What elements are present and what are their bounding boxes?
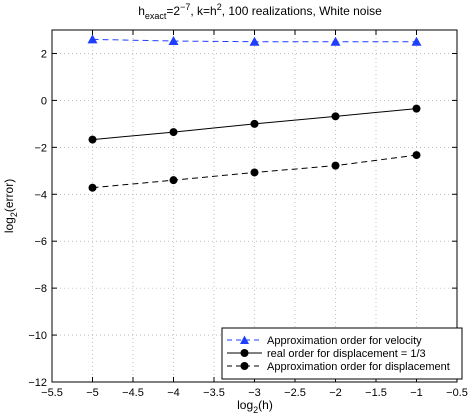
data-point-real-order [412,104,421,113]
x-tick-label: −4 [167,387,180,399]
x-tick-label: −5.5 [41,387,63,399]
legend-label-real: real order for displacement = 1/3 [267,348,426,360]
y-tick-label: −6 [34,236,47,248]
data-point-real-order [88,135,97,144]
data-point-displacement [250,168,259,177]
data-point-displacement [169,176,178,185]
data-point-velocity [249,36,260,46]
title-h-sub: exact [145,11,167,21]
data-point-velocity [411,36,422,46]
y-tick-label: −8 [34,283,47,295]
title-h: h [138,4,145,18]
x-tick-label: −2.5 [284,387,306,399]
legend-label-velocity: Approximation order for velocity [267,335,422,347]
data-point-displacement [331,161,340,170]
legend-marker-real [240,349,249,357]
legend-label-displacement: Approximation order for displacement [267,361,450,373]
x-tick-label: −4.5 [122,387,144,399]
y-label-rest: (error) [2,179,16,212]
y-axis-ticks: −12 −10 −8 −6 −4 −2 0 2 [28,48,457,389]
y-label-sub: 2 [9,212,19,217]
title-k-exp: 2 [217,2,222,12]
x-axis-ticks: −5.5 −5 −4.5 −4 −3.5 −3 −2.5 −2 −1.5 −1 −0.5 [41,30,468,399]
data-point-displacement [412,151,421,160]
x-tick-label: −1.5 [365,387,387,399]
x-label-sub: 2 [253,405,258,415]
y-tick-label: −2 [34,142,47,154]
title-h-exp: −7 [180,2,190,12]
x-tick-label: −3.5 [203,387,225,399]
x-tick-label: −2 [329,387,342,399]
legend-marker-displacement [240,362,249,370]
y-tick-label: 2 [41,48,47,60]
legend-marker-velocity [240,335,249,344]
title-h-eq: =2 [166,4,180,18]
x-axis-label: log2(h) [237,398,273,415]
x-tick-label: −5 [86,387,99,399]
data-point-displacement [88,183,97,192]
y-label-main: log [2,217,16,233]
data-point-real-order [250,119,259,128]
title-k: , k=h [190,4,216,18]
chart-title: hexact=2−7, k=h2, 100 realizations, Whit… [138,2,382,21]
data-point-velocity [330,36,341,46]
x-tick-label: −0.5 [446,387,468,399]
data-point-real-order [331,112,340,121]
series-group [87,34,422,192]
title-rest: , 100 realizations, White noise [222,4,382,18]
data-point-real-order [169,128,178,137]
x-tick-label: −1 [410,387,423,399]
y-tick-label: −12 [28,377,47,389]
x-label-rest: (h) [258,398,273,412]
y-tick-label: −4 [34,189,47,201]
x-tick-label: −3 [248,387,261,399]
legend: Approximation order for velocity real or… [221,327,463,380]
y-tick-label: 0 [41,95,47,107]
x-label-main: log [237,398,253,412]
y-tick-label: −10 [28,330,47,342]
data-point-velocity [168,36,179,46]
y-axis-label: log2(error) [2,179,19,233]
data-point-velocity [87,34,98,44]
